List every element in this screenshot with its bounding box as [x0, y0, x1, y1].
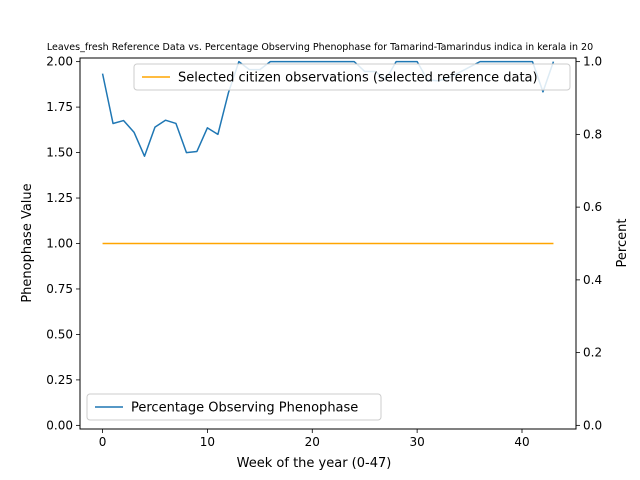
x-axis-label: Week of the year (0-47)	[237, 456, 392, 471]
series-line-1	[101, 60, 555, 157]
x-tick-label: 30	[409, 435, 424, 449]
chart-title: Leaves_fresh Reference Data vs. Percenta…	[47, 42, 593, 53]
x-tick-label: 10	[200, 435, 215, 449]
y-right-tick-label: 0.8	[583, 127, 602, 141]
x-tick-label: 0	[99, 435, 107, 449]
right-y-axis-label: Percent	[615, 219, 630, 268]
y-left-tick-label: 0.25	[46, 373, 73, 387]
x-tick-label: 40	[514, 435, 529, 449]
legend-upper-right: Selected citizen observations (selected …	[133, 63, 571, 91]
left-y-axis-label: Phenophase Value	[20, 183, 35, 302]
y-left-tick-label: 0.75	[46, 282, 73, 296]
y-right-tick-label: 0.4	[583, 273, 602, 287]
right-y-axis: 0.0 0.2 0.4 0.6 0.8 1.0	[576, 55, 602, 432]
y-right-tick-label: 0.0	[583, 418, 602, 432]
y-left-tick-label: 1.00	[46, 237, 73, 251]
y-left-tick-label: 0.50	[46, 327, 73, 341]
legend-label: Selected citizen observations (selected …	[178, 71, 538, 86]
legend-lower-left: Percentage Observing Phenophase	[86, 393, 382, 421]
legend-label: Percentage Observing Phenophase	[131, 401, 358, 416]
x-axis: 0 10 20 30 40	[99, 429, 530, 449]
legend-box	[86, 393, 382, 421]
left-y-axis: 0.00 0.25 0.50 0.75 1.00 1.25 1.50 1.75 2.00	[46, 55, 80, 432]
legend-box	[133, 63, 571, 91]
y-left-tick-label: 1.50	[46, 146, 73, 160]
x-tick-label: 20	[305, 435, 320, 449]
y-left-tick-label: 1.25	[46, 191, 73, 205]
y-right-tick-label: 0.2	[583, 346, 602, 360]
y-left-tick-label: 1.75	[46, 100, 73, 114]
y-left-tick-label: 2.00	[46, 55, 73, 69]
y-right-tick-label: 0.6	[583, 200, 602, 214]
y-left-tick-label: 0.00	[46, 418, 73, 432]
y-right-tick-label: 1.0	[583, 55, 602, 69]
plot-area	[79, 57, 577, 430]
